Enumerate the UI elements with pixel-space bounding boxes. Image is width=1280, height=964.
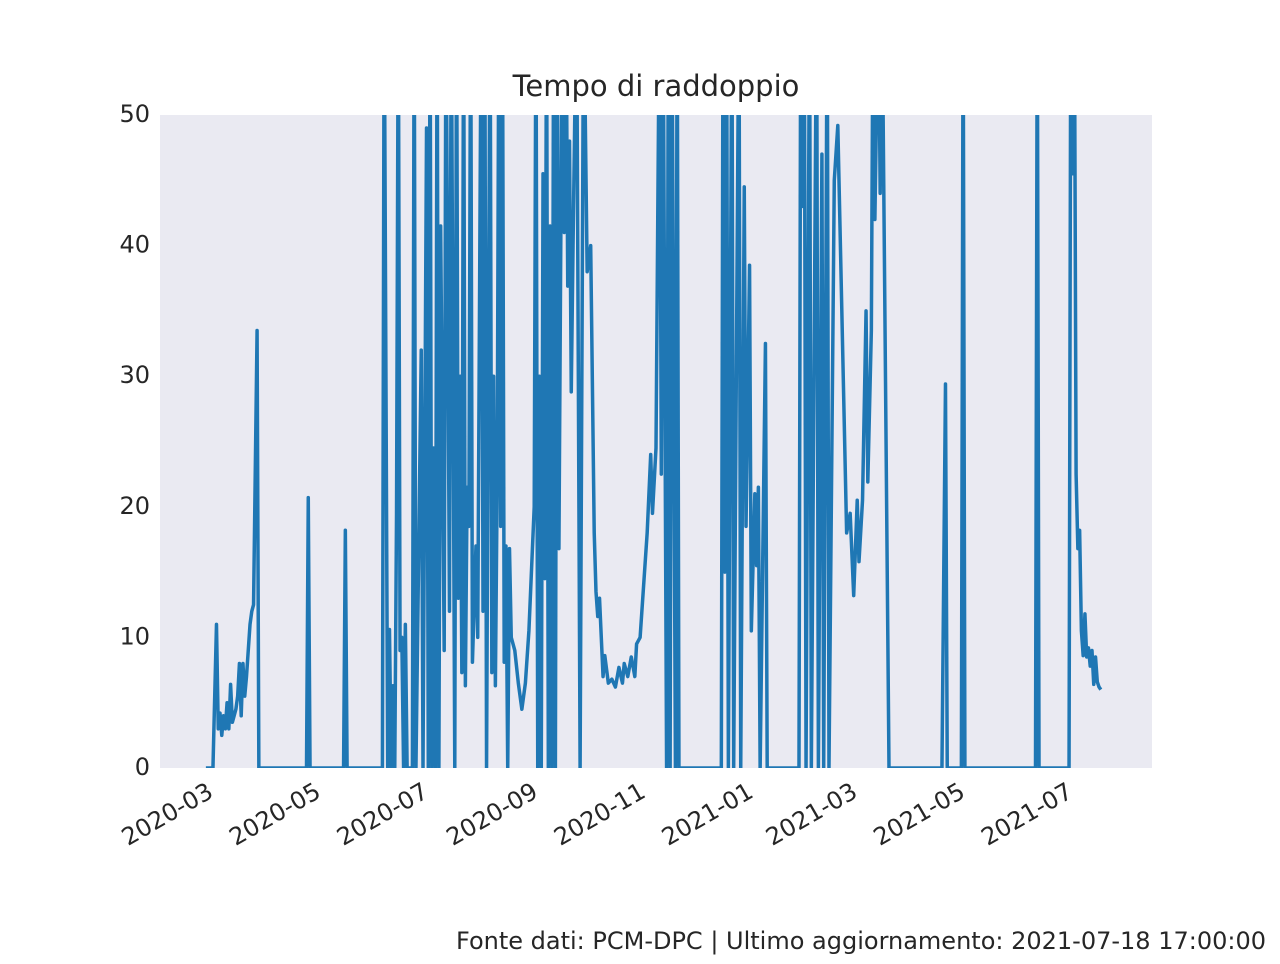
data-line — [205, 115, 1103, 768]
plot-clip-group — [205, 115, 1103, 768]
x-tick-label: 2020-03 — [117, 777, 218, 851]
x-tick-label: 2021-01 — [657, 777, 758, 851]
x-tick-label: 2020-05 — [225, 777, 326, 851]
footer: Fonte dati: PCM-DPC | Ultimo aggiornamen… — [456, 927, 1266, 955]
y-tick-label: 20 — [119, 492, 150, 520]
y-tick-label: 0 — [135, 753, 150, 781]
x-tick-label: 2021-03 — [761, 777, 862, 851]
y-tick-label: 40 — [119, 231, 150, 259]
x-tick-label: 2020-09 — [442, 777, 543, 851]
chart-title: Tempo di raddoppio — [512, 69, 800, 103]
y-tick-label: 10 — [119, 622, 150, 650]
x-tick-label: 2021-05 — [869, 777, 970, 851]
y-tick-label: 50 — [119, 100, 150, 128]
x-tick-label: 2021-07 — [976, 777, 1077, 851]
y-tick-label: 30 — [119, 361, 150, 389]
x-tick-label: 2020-07 — [332, 777, 433, 851]
x-tick-label: 2020-11 — [549, 777, 650, 851]
